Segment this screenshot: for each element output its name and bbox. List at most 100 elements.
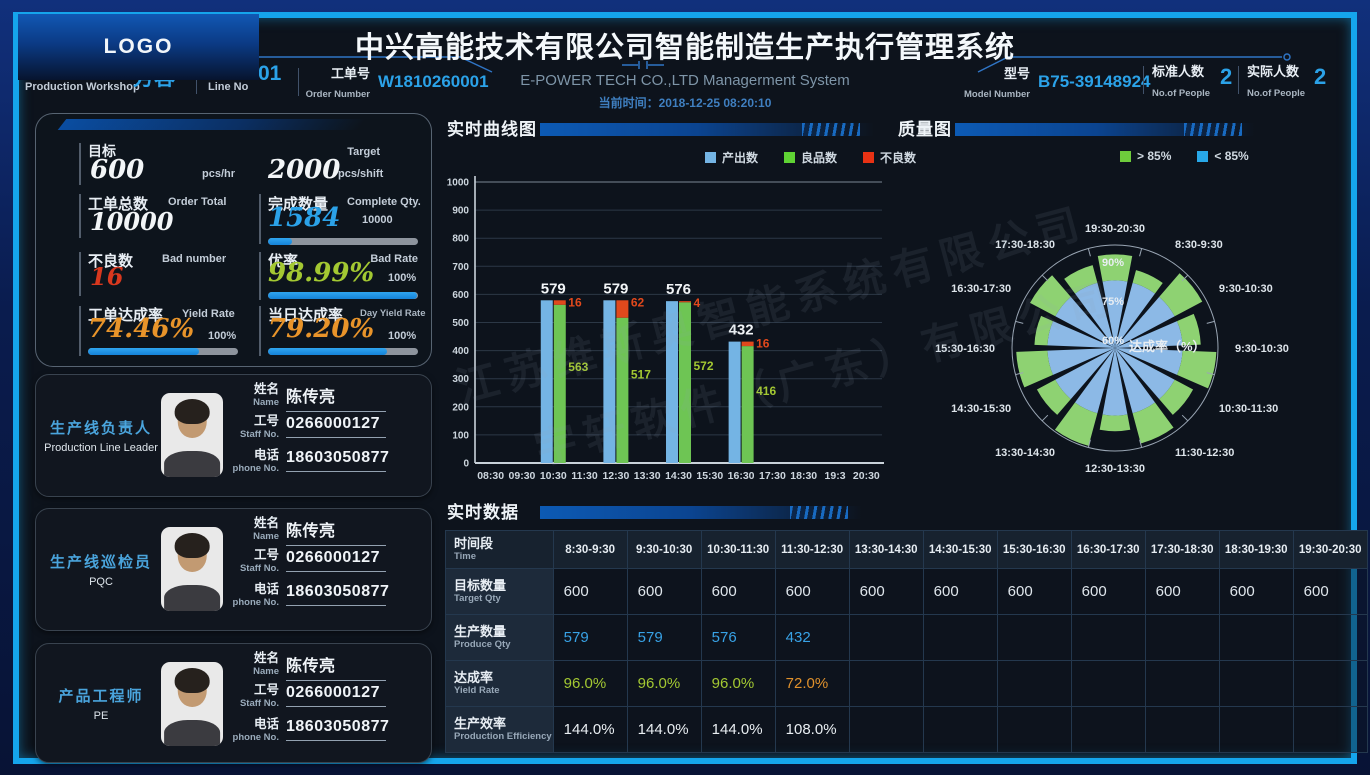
svg-text:62: 62 — [631, 295, 645, 309]
table-cell: 579 — [552, 614, 628, 661]
svg-text:19:3: 19:3 — [825, 470, 846, 482]
bad-label-cn: 不良数 — [88, 253, 134, 270]
svg-text:576: 576 — [666, 281, 691, 298]
rose-sector-label: 11:30-12:30 — [1175, 447, 1234, 459]
table-cell — [1070, 660, 1146, 707]
table-cell — [848, 614, 924, 661]
table-cell: 96.0% — [626, 660, 702, 707]
rose-sector-label: 12:30-13:30 — [1085, 463, 1145, 475]
person-card: 产品工程师 PE 姓名 Name 陈传亮 工号 Staff No. 0266000127 电话 p… — [35, 643, 432, 763]
bar-output — [540, 300, 553, 463]
svg-text:16: 16 — [568, 295, 582, 309]
table-column-header: 8:30-9:30 — [552, 530, 628, 569]
person-photo — [161, 662, 223, 746]
order-number-value: W1810260001 — [378, 72, 489, 91]
complete-progress — [268, 238, 418, 245]
rose-sector-green — [1159, 379, 1194, 415]
rose-sector-green — [1064, 265, 1098, 294]
table-cell: 432 — [774, 614, 850, 661]
table-row-header: 目标数量 Target Qty — [445, 568, 554, 615]
order-total-label-en: Order Total — [168, 196, 227, 208]
legend-gt85[interactable]: > 85% — [1120, 149, 1171, 163]
table-cell: 600 — [626, 568, 702, 615]
rose-sector-green — [1034, 315, 1053, 346]
table-cell: 600 — [1218, 568, 1294, 615]
table-cell: 600 — [1292, 568, 1368, 615]
svg-text:900: 900 — [452, 206, 469, 217]
target-shift-value: 2000 — [268, 155, 341, 185]
rose-radial-tick: 60% — [1102, 335, 1124, 347]
order-label-en: Order Number — [305, 89, 370, 101]
good-rate-value: 98.99% — [268, 258, 375, 288]
rose-sector-blue — [1115, 348, 1183, 375]
rose-sector-label: 16:30-17:30 — [951, 283, 1011, 295]
legend-bad[interactable]: 不良数 — [863, 149, 916, 166]
rose-sector-label: 9:30-10:30 — [1219, 283, 1273, 295]
table-cell — [1144, 706, 1220, 753]
bar-chart: 0 100 200 300 400 500 600 700 800 900 1000 08:30 09:… — [447, 176, 884, 482]
target-hr-value: 600 — [90, 155, 145, 185]
std-people-label-cn: 标准人数 — [1152, 64, 1205, 79]
order-rate-progress — [88, 348, 238, 355]
table-cell: 579 — [626, 614, 702, 661]
table-title-bar — [540, 506, 875, 519]
day-rate-value: 79.20% — [268, 314, 375, 344]
bad-value: 16 — [90, 262, 124, 291]
legend-lt85[interactable]: < 85% — [1197, 149, 1249, 163]
order-label-cn: 工单号 — [330, 66, 370, 81]
target-shift-unit: pcs/shift — [338, 168, 384, 180]
table-cell: 144.0% — [700, 706, 776, 753]
rose-chart: 19:30-20:30 8:30-9:30 9:30-10:30 9:30-10:30… — [935, 223, 1289, 475]
person-card: 生产线负责人 Production Line Leader 姓名 Name 陈传亮 工号 S… — [35, 374, 432, 497]
rose-chart-title: 质量图 — [898, 120, 952, 139]
svg-text:600: 600 — [452, 290, 469, 301]
svg-text:517: 517 — [631, 368, 651, 382]
rose-sector-blue — [1115, 348, 1175, 400]
target-hr-unit: pcs/hr — [202, 168, 236, 180]
line-no-value: 01 — [258, 62, 282, 85]
table-cell — [1144, 660, 1220, 707]
svg-text:416: 416 — [756, 384, 776, 398]
table-cell: 96.0% — [552, 660, 628, 707]
svg-text:300: 300 — [452, 374, 469, 385]
table-cell — [1144, 614, 1220, 661]
table-cell: 600 — [774, 568, 850, 615]
rose-sector-green — [1097, 254, 1133, 282]
target-label-cn: 目标 — [88, 143, 116, 159]
table-cell — [1292, 660, 1368, 707]
table-cell: 144.0% — [552, 706, 628, 753]
table-cell: 600 — [1144, 568, 1220, 615]
rose-sector-green — [1159, 273, 1203, 317]
order-rate-max: 100% — [208, 330, 237, 342]
realtime-table: 时间段 Time 8:30-9:30 9:30-10:30 10:30-11:30 11:… — [445, 530, 1368, 753]
svg-text:08:30: 08:30 — [477, 470, 504, 482]
complete-max: 10000 — [362, 214, 393, 226]
svg-text:16: 16 — [756, 337, 770, 351]
good-rate-label-cn: 优率 — [268, 253, 299, 270]
svg-text:800: 800 — [452, 234, 469, 245]
rose-chart-legend: > 85% < 85% — [1120, 149, 1249, 163]
svg-text:18:30: 18:30 — [790, 470, 817, 482]
rose-sector-label: 10:30-11:30 — [1219, 403, 1278, 415]
current-time: 当前时间：2018-12-25 08:20:10 — [598, 96, 772, 110]
order-rate-value: 74.46% — [88, 314, 195, 344]
bar-chart-title: 实时曲线图 — [447, 120, 537, 139]
table-column-header: 15:30-16:30 — [996, 530, 1072, 569]
page-title: 中兴高能技术有限公司智能制造生产执行管理系统 — [354, 32, 1016, 64]
table-cell — [996, 660, 1072, 707]
rose-sector-green — [1177, 313, 1201, 346]
svg-text:20:30: 20:30 — [853, 470, 880, 482]
std-people-value: 2 — [1220, 64, 1233, 89]
table-column-header: 11:30-12:30 — [774, 530, 850, 569]
legend-good[interactable]: 良品数 — [784, 149, 837, 166]
table-column-header: 19:30-20:30 — [1292, 530, 1368, 569]
legend-output[interactable]: 产出数 — [705, 149, 758, 166]
svg-text:100: 100 — [452, 430, 469, 441]
table-column-header: 13:30-14:30 — [848, 530, 924, 569]
table-cell: 144.0% — [626, 706, 702, 753]
svg-text:0: 0 — [463, 459, 469, 470]
svg-text:12:30: 12:30 — [602, 470, 629, 482]
svg-text:13:30: 13:30 — [634, 470, 661, 482]
realtime-data-table: 时间段 Time 8:30-9:30 9:30-10:30 10:30-11:30 11:… — [445, 530, 1368, 753]
header-decor-lines — [255, 53, 1291, 73]
